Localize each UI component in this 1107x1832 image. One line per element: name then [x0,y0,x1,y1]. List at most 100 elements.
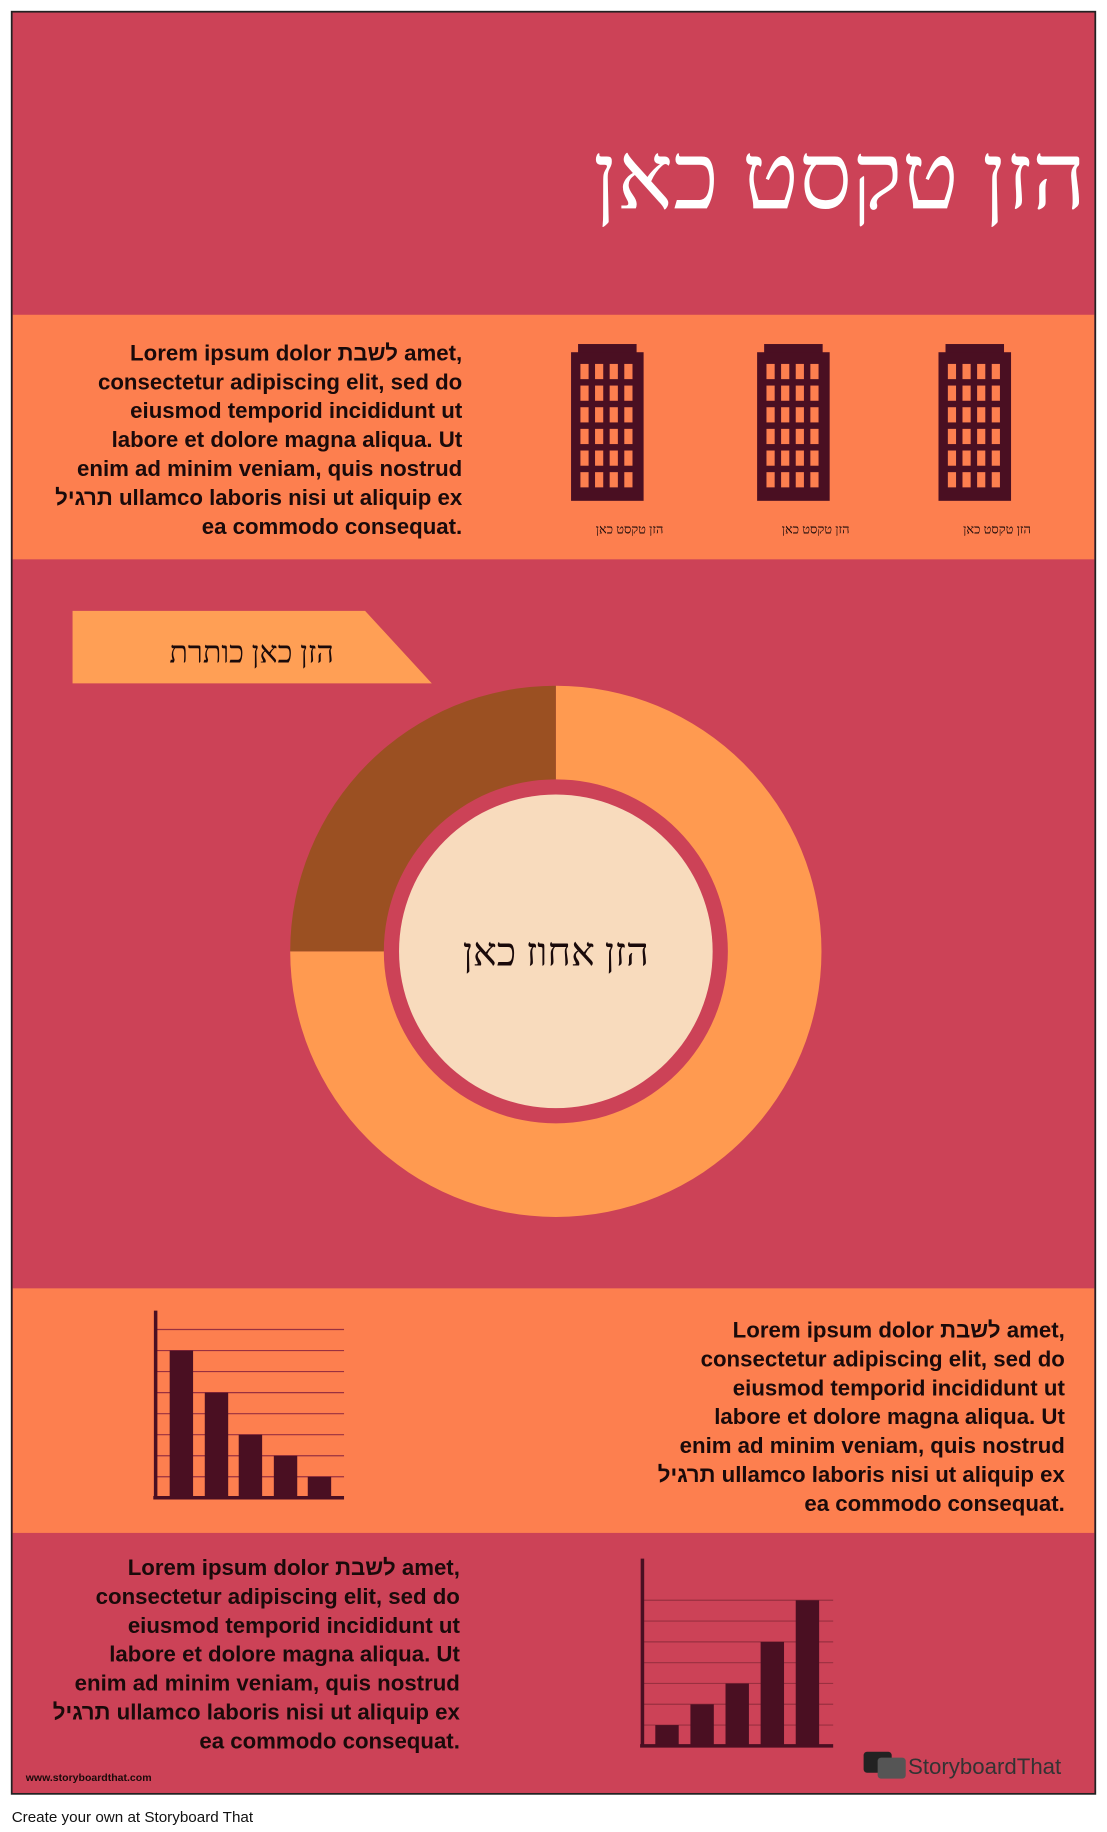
window [595,472,604,488]
window [991,407,1000,423]
paragraph-line: ea commodo consequat. [199,1728,460,1753]
building-label: הזן טקסט כאן [596,523,664,537]
window [781,363,790,380]
window [977,450,986,466]
paragraph-line: consectetur adipiscing elit, sed do [701,1346,1065,1371]
paragraph-line: consectetur adipiscing elit, sed do [96,1584,460,1609]
window [962,363,971,380]
paragraph-line: ea commodo consequat. [202,514,463,539]
paragraph-line: eiusmod temporid incididunt ut [733,1375,1066,1400]
bar [690,1704,714,1746]
window [595,363,604,380]
window [766,407,775,423]
window [795,428,804,445]
bar [760,1641,785,1746]
window [781,428,790,445]
paragraph-line: enim ad minim veniam, quis nostrud [77,456,462,481]
window [766,450,775,466]
window [962,407,971,423]
window [991,385,1000,401]
paragraph-line: תרגיל ullamco laboris nisi ut aliquip ex [53,1700,461,1725]
window [781,450,790,466]
paragraph-line: labore et dolore magna aliqua. Ut [112,427,463,452]
caption: Create your own at Storyboard That [12,1809,254,1826]
paragraph-line: ea commodo consequat. [804,1491,1065,1516]
bar [655,1725,679,1746]
window [795,472,804,488]
window [595,428,604,445]
bar [238,1434,263,1498]
window [609,428,618,445]
window [810,363,819,380]
window [962,472,971,488]
bar [795,1600,820,1746]
window [810,428,819,445]
window [810,407,819,423]
window [766,385,775,401]
window [595,407,604,423]
paragraph-line: Lorem ipsum dolor לשבת amet, [128,1555,460,1580]
window [624,363,633,380]
window [977,472,986,488]
building-roof [764,344,823,354]
paragraph-line: תרגיל ullamco laboris nisi ut aliquip ex [55,485,463,510]
paragraph-line: eiusmod temporid incididunt ut [128,1613,461,1638]
window [977,428,986,445]
bar [725,1683,749,1746]
window [947,450,957,466]
window [580,450,589,466]
window [595,450,604,466]
banner-text: הזן כאן כותרת [169,635,333,669]
building-roof [945,344,1005,354]
logo: StoryboardThat [863,1751,1062,1779]
window [580,407,589,423]
window [947,428,957,445]
window [595,385,604,401]
window [609,363,618,380]
window [962,450,971,466]
building-roof [578,344,637,354]
window [991,450,1000,466]
building-label: הזן טקסט כאן [963,523,1031,537]
window [624,407,633,423]
window [766,428,775,445]
bar [204,1392,229,1498]
paragraph-line: consectetur adipiscing elit, sed do [98,369,462,394]
paragraph-line: labore et dolore magna aliqua. Ut [714,1404,1065,1429]
window [609,472,618,488]
window [609,407,618,423]
window [781,407,790,423]
window [810,472,819,488]
window [947,363,957,380]
logo-icon [877,1757,906,1779]
window [609,385,618,401]
window [781,385,790,401]
window [977,407,986,423]
window [947,407,957,423]
donut-label: הזן אחוז כאן [463,930,649,974]
window [580,363,589,380]
window [795,407,804,423]
paragraph-line: labore et dolore magna aliqua. Ut [109,1642,460,1667]
window [795,363,804,380]
window [991,472,1000,488]
bar [273,1455,298,1498]
window [991,363,1000,380]
paragraph-line: enim ad minim veniam, quis nostrud [680,1433,1065,1458]
window [580,428,589,445]
window [580,385,589,401]
window [624,450,633,466]
window [624,472,633,488]
bar [169,1350,194,1498]
window [609,450,618,466]
paragraph-line: eiusmod temporid incididunt ut [130,398,463,423]
donut-segment [290,685,822,1217]
band-top [12,314,1095,560]
window [781,472,790,488]
window [947,385,957,401]
window [795,385,804,401]
building-label: הזן טקסט כאן [782,523,850,537]
